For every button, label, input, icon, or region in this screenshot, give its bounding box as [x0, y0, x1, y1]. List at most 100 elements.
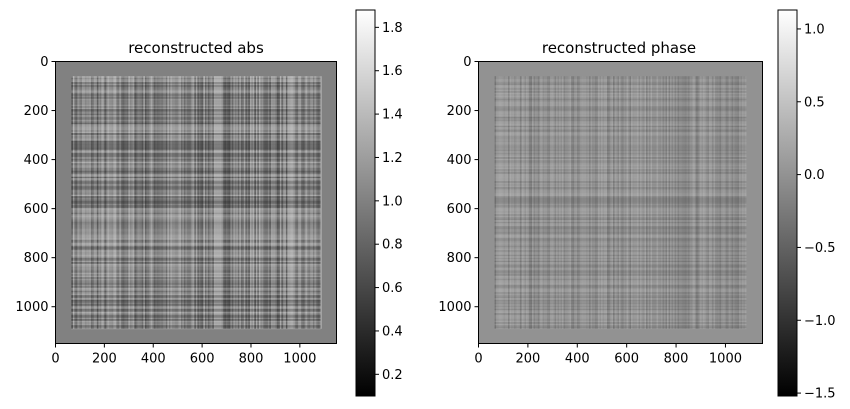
texture-column	[188, 76, 190, 329]
texture-row	[71, 218, 321, 221]
x-tick-label: 200	[92, 352, 117, 367]
texture-row	[494, 308, 747, 311]
texture-row	[71, 130, 321, 132]
texture-column	[224, 76, 226, 329]
texture-row	[71, 182, 321, 185]
colorbar-tick-label: −1.0	[804, 314, 836, 329]
texture-row	[71, 232, 321, 234]
texture-row	[494, 254, 747, 257]
texture-row	[71, 277, 321, 279]
texture-row	[71, 192, 320, 194]
texture-row	[495, 252, 747, 254]
texture-row	[495, 204, 747, 206]
texture-row	[71, 313, 321, 315]
texture-row	[494, 107, 747, 110]
texture-row	[494, 236, 747, 239]
texture-row	[71, 248, 321, 251]
texture-row	[71, 235, 321, 237]
texture-column	[210, 76, 213, 329]
texture-column	[261, 76, 264, 329]
texture-row	[494, 239, 747, 242]
texture-column	[550, 76, 552, 329]
texture-row	[495, 78, 747, 80]
texture-row	[71, 233, 321, 236]
texture-row	[71, 131, 321, 134]
texture-column	[619, 76, 621, 329]
texture-row	[495, 315, 747, 317]
texture-column	[725, 76, 728, 329]
texture-row	[71, 161, 321, 164]
texture-row	[71, 176, 321, 179]
texture-row	[495, 139, 747, 141]
texture-column	[243, 76, 246, 329]
texture-row	[71, 193, 320, 195]
texture-row	[71, 94, 321, 96]
texture-row	[494, 209, 747, 212]
texture-row	[495, 138, 747, 140]
texture-column	[92, 76, 94, 329]
texture-row	[71, 119, 321, 122]
texture-row	[494, 145, 747, 147]
texture-row	[71, 205, 321, 207]
texture-row	[495, 304, 747, 306]
texture-row	[71, 76, 321, 78]
texture-column	[101, 76, 103, 329]
abs-image	[55, 61, 337, 344]
texture-row	[71, 87, 320, 89]
reconstruction-region	[71, 76, 321, 329]
texture-column	[554, 76, 557, 329]
texture-row	[495, 171, 747, 173]
texture-row	[494, 227, 747, 230]
texture-row	[71, 158, 321, 161]
y-tick-label: 800	[24, 251, 49, 266]
texture-row	[494, 122, 747, 125]
texture-row	[495, 189, 747, 191]
texture-row	[494, 191, 747, 194]
texture-row	[71, 124, 321, 126]
texture-column	[218, 76, 220, 329]
texture-row	[71, 266, 321, 269]
texture-column	[578, 76, 581, 329]
texture-row	[71, 236, 321, 239]
texture-column	[572, 76, 575, 329]
x-tick-label: 800	[664, 352, 689, 367]
texture-row	[494, 235, 747, 237]
texture-row	[494, 217, 747, 219]
texture-column	[222, 76, 225, 329]
texture-column	[216, 76, 219, 329]
texture-column	[161, 76, 163, 329]
texture-row	[495, 319, 747, 321]
texture-column	[285, 76, 288, 329]
texture-row	[71, 228, 320, 230]
texture-column	[89, 76, 91, 329]
texture-column	[637, 76, 639, 329]
texture-row	[71, 292, 321, 294]
texture-row	[494, 142, 747, 144]
texture-column	[650, 76, 653, 329]
texture-column	[309, 76, 312, 329]
texture-column	[635, 76, 638, 329]
texture-column	[646, 76, 648, 329]
phase-image	[478, 61, 763, 344]
texture-row	[494, 259, 747, 261]
texture-column	[80, 76, 82, 329]
texture-row	[494, 232, 747, 234]
texture-row	[494, 238, 747, 240]
texture-row	[494, 182, 747, 185]
texture-row	[71, 199, 321, 201]
texture-row	[71, 257, 321, 260]
texture-column	[264, 76, 267, 329]
texture-column	[144, 76, 147, 329]
phase-title: reconstructed phase	[542, 39, 696, 57]
texture-column	[299, 76, 301, 329]
texture-row	[71, 104, 321, 107]
texture-row	[494, 284, 747, 287]
texture-column	[272, 76, 274, 329]
texture-column	[83, 76, 85, 329]
texture-row	[494, 290, 747, 293]
texture-row	[71, 274, 320, 276]
abs-axes-frame	[55, 61, 337, 344]
texture-column	[87, 76, 90, 329]
texture-column	[317, 76, 319, 329]
texture-row	[495, 97, 747, 99]
